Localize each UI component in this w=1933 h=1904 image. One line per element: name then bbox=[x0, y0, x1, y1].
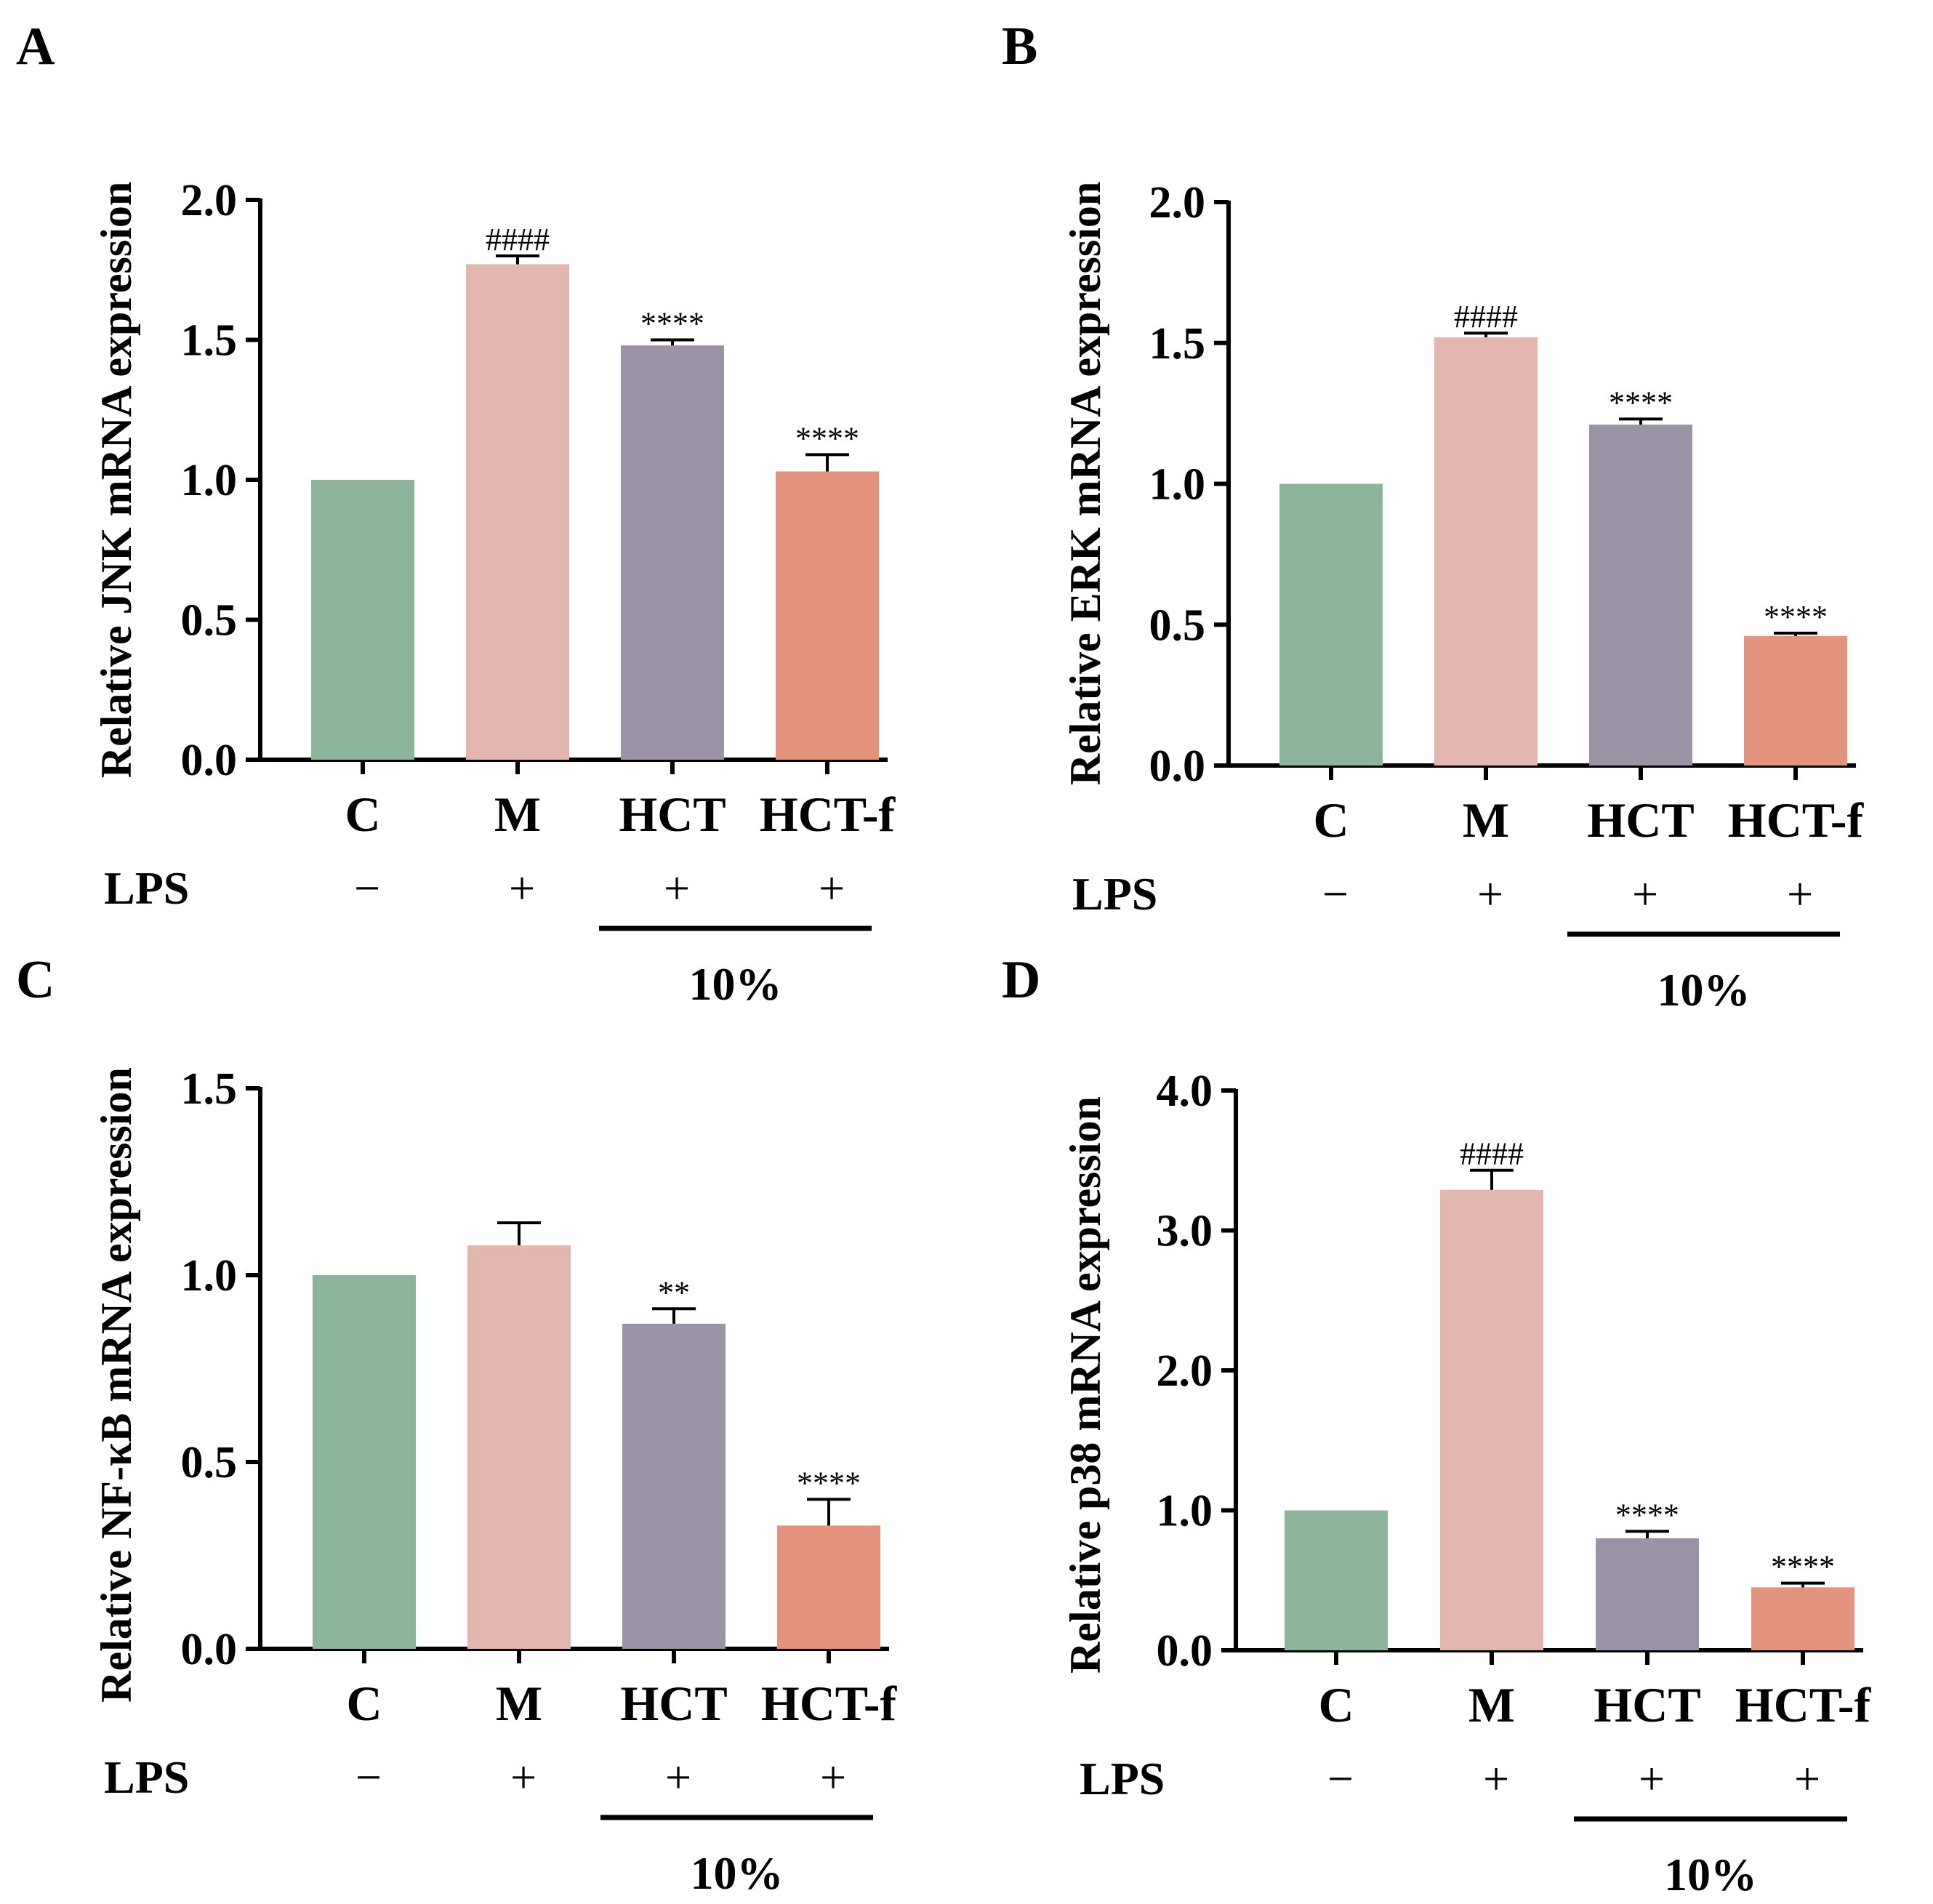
significance-label: #### bbox=[1460, 1136, 1524, 1172]
category-label: M bbox=[1463, 792, 1509, 848]
significance-label: **** bbox=[1609, 385, 1673, 420]
y-tick-label: 1.0 bbox=[181, 456, 238, 505]
y-tick-label: 1.5 bbox=[1149, 319, 1206, 369]
category-label: C bbox=[345, 787, 380, 842]
bar-m bbox=[467, 1245, 571, 1649]
y-tick-label: 1.0 bbox=[1157, 1487, 1213, 1536]
y-tick-label: 2.0 bbox=[1157, 1346, 1213, 1396]
lps-sign: + bbox=[819, 862, 845, 914]
significance-label: **** bbox=[640, 306, 704, 342]
y-tick-label: 1.0 bbox=[1149, 460, 1206, 510]
bar-hct bbox=[1596, 1538, 1699, 1650]
y-tick-label: 4.0 bbox=[1157, 1067, 1213, 1116]
bar-c bbox=[1279, 483, 1383, 766]
bar-m bbox=[1434, 337, 1538, 766]
y-tick-label: 0.5 bbox=[181, 1438, 238, 1487]
lps-sign: + bbox=[664, 862, 690, 914]
category-label: M bbox=[1468, 1677, 1515, 1732]
category-label: M bbox=[494, 787, 541, 842]
lps-sign: + bbox=[1477, 868, 1503, 920]
category-label: HCT-f bbox=[1735, 1677, 1872, 1732]
lps-sign: + bbox=[1639, 1753, 1665, 1804]
lps-sign: + bbox=[1632, 868, 1658, 920]
bar-hct bbox=[621, 345, 724, 760]
y-axis-title: Relative p38 mRNA expression bbox=[1061, 1096, 1109, 1674]
significance-label: **** bbox=[1764, 599, 1828, 635]
lps-sign: + bbox=[1483, 1753, 1509, 1804]
lps-row-label: LPS bbox=[104, 1751, 189, 1803]
lps-sign: − bbox=[355, 1751, 382, 1803]
category-label: M bbox=[496, 1676, 542, 1731]
y-tick-label: 3.0 bbox=[1157, 1207, 1213, 1256]
bar-c bbox=[313, 1275, 416, 1649]
significance-label: **** bbox=[797, 1465, 861, 1501]
y-axis-title: Relative NF-κB mRNA expression bbox=[92, 1067, 140, 1703]
lps-sign: − bbox=[1327, 1753, 1354, 1804]
panel-label: B bbox=[1002, 17, 1037, 76]
panel-B: B Relative ERK mRNA expression 0.0 0.5 1.0 1.… bbox=[1002, 17, 1865, 1016]
lps-sign: + bbox=[509, 862, 535, 914]
panel-label: A bbox=[16, 17, 55, 76]
y-axis-title: Relative ERK mRNA expression bbox=[1061, 182, 1109, 786]
lps-sign: + bbox=[1787, 868, 1813, 920]
bar-hct-f bbox=[777, 1525, 880, 1649]
concentration-label: 10% bbox=[1657, 964, 1751, 1016]
concentration-label: 10% bbox=[1664, 1849, 1757, 1900]
category-label: HCT-f bbox=[760, 787, 896, 842]
y-tick-label: 0.0 bbox=[1149, 742, 1206, 791]
category-label: HCT bbox=[619, 787, 726, 842]
lps-row-label: LPS bbox=[1072, 868, 1157, 920]
bar-c bbox=[311, 480, 414, 760]
bar-c bbox=[1285, 1510, 1388, 1650]
y-tick-label: 1.5 bbox=[181, 1064, 238, 1114]
lps-sign: + bbox=[1794, 1753, 1820, 1804]
y-tick-label: 1.5 bbox=[181, 316, 238, 366]
bar-hct-f bbox=[1751, 1587, 1854, 1650]
panel-label: D bbox=[1002, 950, 1040, 1010]
y-tick-label: 0.0 bbox=[181, 1625, 238, 1674]
bar-hct-f bbox=[1744, 635, 1847, 766]
concentration-label: 10% bbox=[689, 958, 782, 1010]
category-label: HCT-f bbox=[1728, 792, 1865, 848]
significance-label: **** bbox=[795, 420, 859, 456]
bar-m bbox=[466, 264, 569, 760]
significance-label: #### bbox=[1454, 299, 1518, 334]
bar-hct bbox=[1589, 425, 1692, 766]
category-label: HCT bbox=[1594, 1677, 1700, 1732]
lps-sign: − bbox=[1322, 868, 1349, 920]
lps-sign: + bbox=[665, 1751, 691, 1803]
lps-sign: + bbox=[510, 1751, 537, 1803]
y-tick-label: 2.0 bbox=[1149, 178, 1206, 228]
lps-row-label: LPS bbox=[104, 862, 189, 914]
y-tick-label: 0.0 bbox=[1157, 1626, 1213, 1676]
panel-D: D Relative p38 mRNA expression 0.0 1.0 2.0 3.… bbox=[1002, 950, 1872, 1900]
y-tick-label: 0.5 bbox=[181, 596, 238, 646]
y-tick-label: 1.0 bbox=[181, 1251, 238, 1301]
bar-m bbox=[1440, 1189, 1543, 1650]
concentration-label: 10% bbox=[691, 1847, 784, 1899]
y-tick-label: 0.0 bbox=[181, 736, 238, 785]
bar-hct-f bbox=[776, 471, 879, 760]
panel-label: C bbox=[16, 950, 55, 1010]
category-label: HCT bbox=[1587, 792, 1694, 848]
lps-sign: − bbox=[354, 862, 380, 914]
significance-label: **** bbox=[1771, 1549, 1835, 1585]
category-label: C bbox=[1313, 792, 1349, 848]
category-label: C bbox=[1318, 1677, 1354, 1732]
category-label: HCT-f bbox=[761, 1676, 898, 1731]
lps-sign: + bbox=[820, 1751, 846, 1803]
significance-label: **** bbox=[1615, 1497, 1679, 1533]
bar-hct bbox=[622, 1323, 726, 1649]
significance-label: #### bbox=[486, 222, 550, 257]
category-label: HCT bbox=[620, 1676, 727, 1731]
panel-A: A Relative JNK mRNA expression 0.0 0.5 1.0 1.… bbox=[16, 17, 896, 1010]
y-tick-label: 0.5 bbox=[1149, 600, 1206, 650]
significance-label: ** bbox=[658, 1274, 690, 1310]
panel-C: C Relative NF-κB mRNA expression 0.0 0.5 1.0… bbox=[16, 950, 898, 1899]
y-tick-label: 2.0 bbox=[181, 176, 238, 225]
lps-row-label: LPS bbox=[1080, 1753, 1165, 1804]
category-label: C bbox=[346, 1676, 382, 1731]
y-axis-title: Relative JNK mRNA expression bbox=[92, 182, 140, 779]
